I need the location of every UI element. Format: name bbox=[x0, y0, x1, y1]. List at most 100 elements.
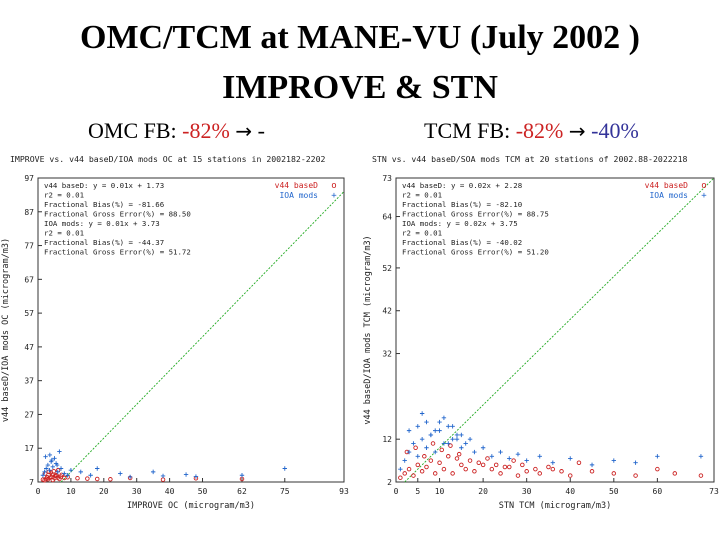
legend-label: v44 baseD bbox=[645, 181, 689, 190]
data-point-ioa bbox=[55, 469, 60, 475]
data-point-ioa bbox=[68, 467, 74, 473]
data-point-ioa bbox=[419, 436, 425, 442]
data-point-base bbox=[51, 468, 57, 474]
data-point-base bbox=[459, 462, 464, 468]
tcm-fb-label: TCM FB: bbox=[424, 118, 511, 143]
right-arrow-icon: → bbox=[235, 119, 253, 143]
x-tick-label: 50 bbox=[198, 487, 208, 496]
data-point-base bbox=[424, 464, 429, 470]
data-point-base bbox=[467, 458, 473, 463]
data-point-base bbox=[546, 464, 551, 470]
regression-stat: r2 = 0.01 bbox=[402, 191, 442, 200]
y-axis-label: v44 baseD/IOA mods OC (microgram/m3) bbox=[1, 238, 11, 422]
data-point-ioa bbox=[507, 456, 512, 461]
data-point-ioa bbox=[95, 466, 100, 471]
data-point-base bbox=[550, 466, 556, 472]
data-point-base bbox=[413, 445, 418, 450]
data-point-ioa bbox=[424, 419, 429, 425]
tcm-scatter-chart: STN vs. v44 baseD/SOA mods TCM at 20 sta… bbox=[363, 154, 719, 511]
y-tick-label: 87 bbox=[24, 208, 34, 217]
data-point-base bbox=[472, 469, 477, 474]
data-point-base bbox=[419, 469, 425, 474]
x-tick-label: 0 bbox=[394, 487, 399, 496]
y-axis-label: v44 baseD/IOA mods TCM (microgram/m3) bbox=[363, 235, 373, 424]
y-tick-label: 47 bbox=[24, 343, 34, 352]
tcm-fb-value: -82% bbox=[515, 118, 564, 143]
x-axis-label: IMPROVE OC (microgram/m3) bbox=[127, 501, 255, 511]
chart-title: IMPROVE vs. v44 baseD/IOA mods OC at 15 … bbox=[10, 154, 326, 164]
data-point-ioa bbox=[47, 452, 53, 458]
regression-stat: r2 = 0.01 bbox=[402, 229, 442, 238]
data-point-ioa bbox=[589, 462, 595, 468]
data-point-base bbox=[428, 458, 434, 463]
data-point-base bbox=[507, 464, 512, 470]
data-point-ioa bbox=[437, 428, 442, 433]
x-tick-label: 10 bbox=[435, 487, 445, 496]
legend-marker-circle: o bbox=[331, 181, 336, 191]
data-point-base bbox=[633, 473, 638, 478]
data-point-base bbox=[672, 471, 678, 476]
right-arrow-icon: → bbox=[568, 119, 586, 143]
data-point-base bbox=[446, 454, 451, 459]
y-tick-label: 12 bbox=[382, 435, 392, 444]
data-point-base bbox=[40, 477, 46, 482]
data-point-ioa bbox=[58, 466, 64, 471]
data-point-base bbox=[502, 464, 508, 470]
data-point-base bbox=[493, 462, 499, 468]
data-point-base bbox=[54, 473, 60, 478]
data-point-ioa bbox=[459, 432, 464, 438]
y-tick-label: 17 bbox=[24, 444, 34, 453]
regression-stat: IOA mods: y = 0.01x + 3.73 bbox=[44, 219, 160, 228]
data-point-ioa bbox=[40, 473, 46, 478]
data-point-base bbox=[511, 458, 516, 463]
data-point-base bbox=[454, 456, 460, 461]
data-point-ioa bbox=[480, 445, 486, 450]
data-point-ioa bbox=[282, 466, 287, 471]
data-point-ioa bbox=[441, 441, 447, 446]
data-point-ioa bbox=[54, 462, 60, 468]
data-point-ioa bbox=[45, 462, 51, 468]
data-point-base bbox=[520, 462, 525, 468]
regression-stat: Fractional Gross Error(%) = 51.72 bbox=[44, 248, 191, 257]
data-point-ioa bbox=[515, 451, 521, 457]
data-point-base bbox=[85, 476, 90, 481]
one-to-one-line bbox=[60, 191, 345, 483]
data-point-ioa bbox=[65, 473, 70, 478]
data-point-ioa bbox=[433, 449, 438, 455]
x-tick-label: 20 bbox=[99, 487, 109, 496]
regression-stat: Fractional Bias(%) = -82.10 bbox=[402, 200, 522, 209]
data-point-ioa bbox=[568, 456, 573, 461]
data-point-base bbox=[432, 471, 438, 476]
data-point-ioa bbox=[550, 460, 556, 465]
data-point-base bbox=[611, 471, 617, 476]
omc-fb-value: -82% bbox=[182, 118, 230, 143]
data-point-ioa bbox=[655, 454, 660, 459]
data-point-base bbox=[59, 472, 64, 478]
data-point-ioa bbox=[698, 454, 704, 459]
data-point-base bbox=[524, 469, 529, 474]
data-point-ioa bbox=[446, 441, 451, 446]
data-point-ioa bbox=[402, 458, 407, 463]
x-tick-label: 20 bbox=[478, 487, 488, 496]
data-point-ioa bbox=[62, 471, 67, 476]
y-tick-label: 52 bbox=[382, 264, 392, 273]
data-point-ioa bbox=[47, 467, 52, 473]
data-point-ioa bbox=[160, 473, 166, 479]
data-point-base bbox=[439, 447, 444, 453]
regression-stat: Fractional Gross Error(%) = 88.75 bbox=[402, 210, 549, 219]
data-point-base bbox=[498, 471, 503, 476]
omc-fb-label: OMC FB: bbox=[88, 118, 177, 143]
data-point-base bbox=[448, 443, 453, 448]
x-tick-label: 60 bbox=[653, 487, 663, 496]
data-point-ioa bbox=[424, 445, 429, 450]
data-point-base bbox=[698, 473, 704, 478]
data-point-ioa bbox=[611, 458, 617, 463]
data-point-base bbox=[44, 475, 50, 480]
x-tick-label: 0 bbox=[36, 487, 41, 496]
data-point-base bbox=[437, 460, 442, 465]
data-point-ioa bbox=[118, 471, 123, 476]
data-point-ioa bbox=[78, 469, 83, 475]
data-point-ioa bbox=[454, 432, 460, 438]
chart-title: STN vs. v44 baseD/SOA mods TCM at 20 sta… bbox=[372, 154, 688, 164]
regression-stat: Fractional Gross Error(%) = 51.20 bbox=[402, 248, 549, 257]
